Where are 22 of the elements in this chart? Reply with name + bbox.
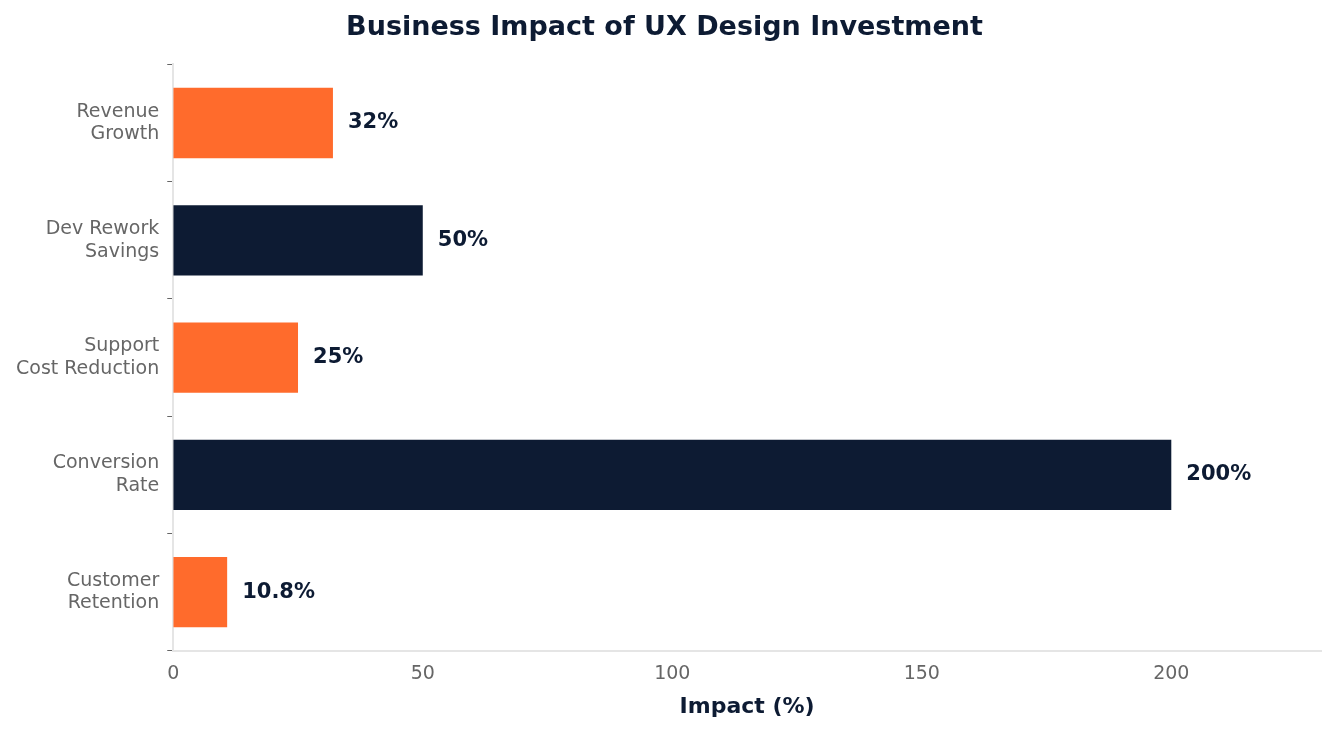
x-tick-label: 200 bbox=[1153, 661, 1190, 684]
x-axis-title: Impact (%) bbox=[679, 692, 815, 718]
chart-title: Business Impact of UX Design Investment bbox=[346, 10, 983, 42]
bar bbox=[173, 556, 228, 628]
y-tick-label: Revenue Growth bbox=[76, 98, 160, 144]
bar bbox=[173, 87, 333, 159]
x-tick-label: 0 bbox=[167, 661, 180, 684]
x-tick-label: 150 bbox=[903, 661, 940, 684]
y-tick-label: Support Cost Reduction bbox=[16, 333, 160, 378]
y-tick-label: Dev Rework Savings bbox=[45, 215, 160, 261]
data-label: 50% bbox=[437, 226, 489, 251]
y-tick-label: Conversion Rate bbox=[52, 450, 160, 496]
x-tick-label: 50 bbox=[410, 661, 435, 684]
data-label: 10.8% bbox=[242, 578, 316, 603]
bar bbox=[173, 439, 1172, 511]
data-label: 25% bbox=[313, 344, 364, 369]
bar bbox=[173, 205, 423, 276]
data-label: 200% bbox=[1186, 461, 1252, 486]
x-tick-label: 100 bbox=[654, 661, 691, 684]
bar bbox=[173, 322, 299, 393]
data-label: 32% bbox=[347, 109, 399, 134]
y-tick-label: Customer Retention bbox=[66, 567, 160, 613]
